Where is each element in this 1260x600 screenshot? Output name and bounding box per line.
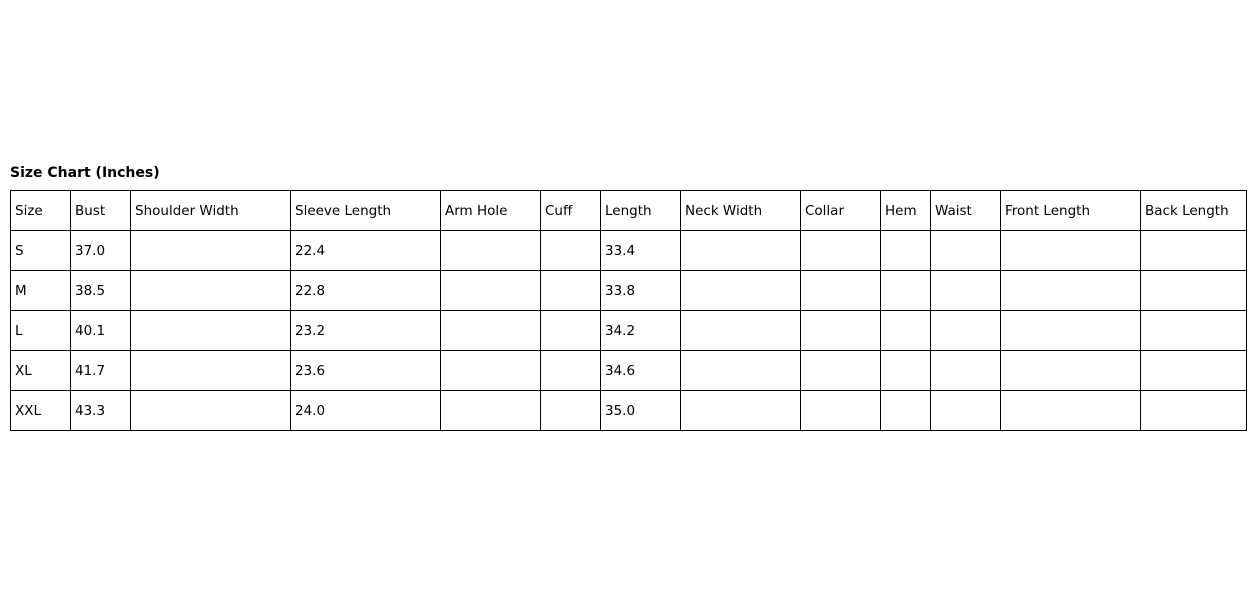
column-header: Back Length — [1140, 190, 1247, 231]
table-cell — [880, 390, 931, 431]
table-cell: 33.4 — [600, 230, 681, 271]
table-row: S 37.0 22.4 33.4 — [10, 230, 1247, 271]
table-cell — [880, 350, 931, 391]
table-cell — [800, 350, 881, 391]
table-row: XL 41.7 23.6 34.6 — [10, 350, 1247, 391]
table-cell — [540, 390, 601, 431]
table-cell — [1140, 230, 1247, 271]
table-row: L 40.1 23.2 34.2 — [10, 310, 1247, 351]
table-cell — [1000, 350, 1141, 391]
table-cell: 43.3 — [70, 390, 131, 431]
table-cell — [880, 270, 931, 311]
table-cell — [440, 310, 541, 351]
column-header: Waist — [930, 190, 1001, 231]
table-cell: 38.5 — [70, 270, 131, 311]
table-cell — [800, 310, 881, 351]
table-row: M 38.5 22.8 33.8 — [10, 270, 1247, 311]
size-chart-table: Size Bust Shoulder Width Sleeve Length Arm H… — [10, 190, 1247, 431]
table-cell: 33.8 — [600, 270, 681, 311]
table-cell — [880, 230, 931, 271]
column-header: Hem — [880, 190, 931, 231]
table-cell — [540, 270, 601, 311]
table-cell: S — [10, 230, 71, 271]
table-cell — [540, 230, 601, 271]
table-cell — [1000, 230, 1141, 271]
table-cell — [680, 390, 801, 431]
table-cell — [440, 270, 541, 311]
page-title: Size Chart (Inches) — [10, 165, 160, 181]
table-cell — [800, 270, 881, 311]
table-cell — [130, 390, 291, 431]
table-cell: 22.4 — [290, 230, 441, 271]
column-header: Front Length — [1000, 190, 1141, 231]
table-cell — [1000, 310, 1141, 351]
table-cell: 40.1 — [70, 310, 131, 351]
table-cell — [800, 390, 881, 431]
table-cell — [800, 230, 881, 271]
table-cell — [1140, 270, 1247, 311]
column-header: Collar — [800, 190, 881, 231]
column-header: Arm Hole — [440, 190, 541, 231]
table-cell: 23.2 — [290, 310, 441, 351]
table-cell: 24.0 — [290, 390, 441, 431]
table-cell — [680, 270, 801, 311]
column-header: Sleeve Length — [290, 190, 441, 231]
table-cell — [540, 350, 601, 391]
table-cell — [930, 270, 1001, 311]
table-cell: 37.0 — [70, 230, 131, 271]
table-cell — [1000, 270, 1141, 311]
table-cell — [680, 310, 801, 351]
column-header: Neck Width — [680, 190, 801, 231]
table-cell — [930, 310, 1001, 351]
column-header: Bust — [70, 190, 131, 231]
table-cell: 22.8 — [290, 270, 441, 311]
column-header: Shoulder Width — [130, 190, 291, 231]
header-row: Size Bust Shoulder Width Sleeve Length Arm H… — [10, 190, 1247, 231]
table-cell — [930, 390, 1001, 431]
table-cell: 34.6 — [600, 350, 681, 391]
table-cell: XXL — [10, 390, 71, 431]
table-cell — [440, 230, 541, 271]
table-cell — [130, 310, 291, 351]
table-cell — [540, 310, 601, 351]
table-cell — [680, 350, 801, 391]
table-cell — [440, 390, 541, 431]
table-cell — [930, 230, 1001, 271]
table-cell — [130, 270, 291, 311]
table-cell: L — [10, 310, 71, 351]
table-cell — [680, 230, 801, 271]
table-cell: M — [10, 270, 71, 311]
table-cell — [130, 230, 291, 271]
table-cell — [1140, 310, 1247, 351]
table-cell — [880, 310, 931, 351]
table-cell — [440, 350, 541, 391]
column-header: Cuff — [540, 190, 601, 231]
table-cell: 34.2 — [600, 310, 681, 351]
table-cell — [1140, 390, 1247, 431]
column-header: Length — [600, 190, 681, 231]
table-cell: 41.7 — [70, 350, 131, 391]
table-cell — [1140, 350, 1247, 391]
table-cell — [130, 350, 291, 391]
column-header: Size — [10, 190, 71, 231]
table-cell: XL — [10, 350, 71, 391]
table-cell: 35.0 — [600, 390, 681, 431]
table-cell: 23.6 — [290, 350, 441, 391]
table-cell — [930, 350, 1001, 391]
table-row: XXL 43.3 24.0 35.0 — [10, 390, 1247, 431]
table-cell — [1000, 390, 1141, 431]
